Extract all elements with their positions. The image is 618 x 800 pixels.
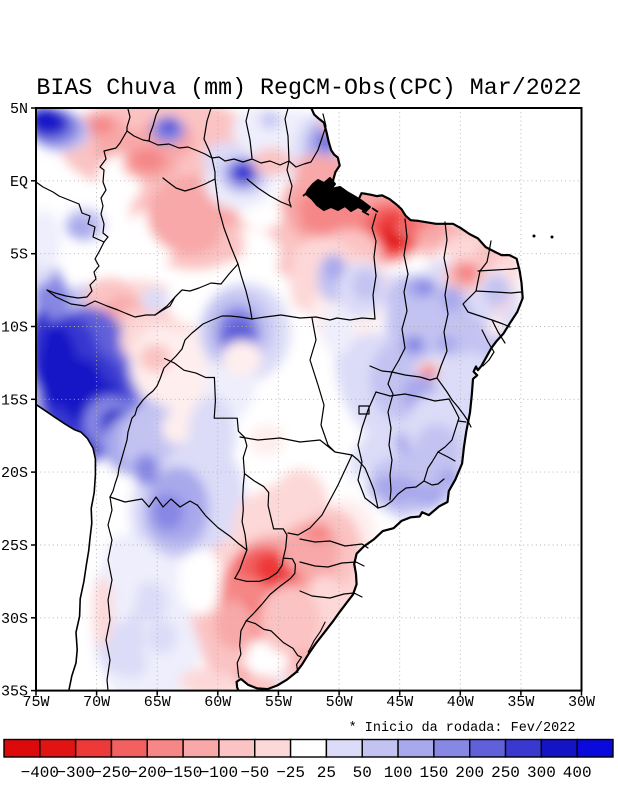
svg-text:45W: 45W (386, 694, 413, 711)
svg-text:25S: 25S (1, 538, 28, 555)
svg-text:−50: −50 (240, 764, 269, 782)
svg-text:* Inicio da rodada: Fev/2022: * Inicio da rodada: Fev/2022 (349, 721, 576, 736)
svg-text:30S: 30S (1, 611, 28, 628)
svg-text:5S: 5S (10, 247, 28, 264)
svg-text:5N: 5N (10, 101, 28, 118)
svg-text:400: 400 (563, 764, 592, 782)
svg-text:40W: 40W (447, 694, 474, 711)
svg-text:−100: −100 (200, 764, 238, 782)
svg-text:−25: −25 (276, 764, 305, 782)
svg-text:15S: 15S (1, 392, 28, 409)
svg-text:300: 300 (527, 764, 556, 782)
svg-text:70W: 70W (83, 694, 110, 711)
svg-text:75W: 75W (22, 694, 49, 711)
svg-text:55W: 55W (265, 694, 292, 711)
svg-text:50: 50 (353, 764, 372, 782)
svg-text:60W: 60W (204, 694, 231, 711)
svg-text:150: 150 (419, 764, 448, 782)
svg-text:35W: 35W (507, 694, 534, 711)
svg-text:−300: −300 (56, 764, 94, 782)
svg-text:65W: 65W (144, 694, 171, 711)
svg-text:200: 200 (455, 764, 484, 782)
svg-text:−400: −400 (21, 764, 59, 782)
svg-text:10S: 10S (1, 320, 28, 337)
svg-text:25: 25 (317, 764, 336, 782)
svg-text:100: 100 (384, 764, 413, 782)
svg-text:−200: −200 (128, 764, 166, 782)
svg-text:−150: −150 (164, 764, 202, 782)
svg-text:BIAS Chuva (mm) RegCM-Obs(CPC): BIAS Chuva (mm) RegCM-Obs(CPC) Mar/2022 (36, 75, 581, 101)
svg-text:EQ: EQ (10, 174, 28, 191)
svg-text:35S: 35S (1, 684, 28, 701)
svg-text:20S: 20S (1, 465, 28, 482)
svg-text:−250: −250 (92, 764, 130, 782)
svg-text:30W: 30W (568, 694, 595, 711)
svg-text:50W: 50W (326, 694, 353, 711)
svg-text:250: 250 (491, 764, 520, 782)
